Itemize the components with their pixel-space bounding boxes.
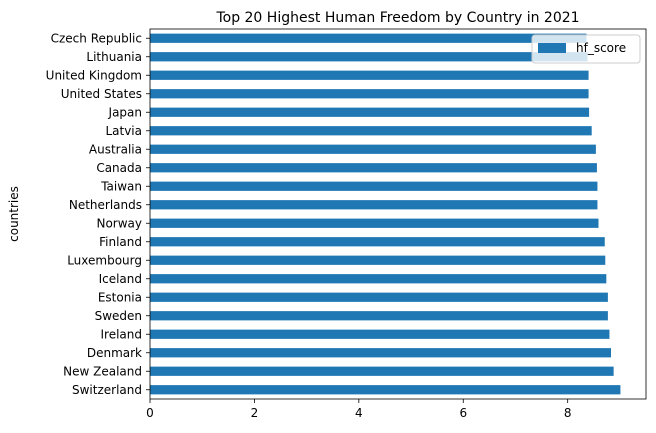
chart-title: Top 20 Highest Human Freedom by Country … (215, 10, 579, 26)
bar (150, 329, 610, 339)
y-tick-label: Denmark (87, 346, 142, 360)
bar (150, 163, 597, 173)
y-tick-label: Japan (108, 105, 142, 119)
y-tick-label: Lithuania (86, 50, 142, 64)
y-tick-label: Finland (99, 235, 142, 249)
y-tick-label: Taiwan (100, 179, 142, 193)
bar (150, 385, 621, 395)
y-tick-label: Ireland (100, 327, 142, 341)
y-tick-label: Australia (89, 142, 142, 156)
bar (150, 200, 598, 210)
y-tick-label: New Zealand (63, 364, 142, 378)
y-tick-label: Sweden (95, 309, 142, 323)
y-tick-label: Canada (96, 161, 142, 175)
y-tick-label: Latvia (105, 124, 142, 138)
bar (150, 274, 607, 284)
y-tick-label: Iceland (99, 272, 142, 286)
bar (150, 348, 612, 358)
y-tick-label: United Kingdom (46, 68, 142, 82)
bar (150, 366, 614, 376)
y-tick-label: Switzerland (72, 383, 142, 397)
bar (150, 181, 598, 191)
x-tick-label: 0 (146, 406, 154, 420)
x-tick-label: 4 (355, 406, 363, 420)
legend-box (531, 34, 641, 64)
bar (150, 144, 596, 154)
bar (150, 311, 608, 321)
bar (150, 255, 606, 265)
bar (150, 107, 590, 117)
x-tick-label: 6 (459, 406, 467, 420)
bar (150, 237, 605, 247)
y-axis-label: countries (7, 186, 21, 242)
x-ticks-group: 0 2 4 6 8 (146, 399, 572, 420)
plot-frame (149, 28, 647, 400)
bar (150, 52, 588, 62)
y-tick-label: Netherlands (69, 198, 142, 212)
bar (150, 292, 608, 302)
x-tick-label: 8 (564, 406, 572, 420)
x-tick-label: 2 (251, 406, 259, 420)
y-tick-label: Estonia (98, 290, 142, 304)
y-tick-label: Norway (96, 216, 142, 230)
y-tick-label: United States (61, 87, 142, 101)
y-tick-label: Luxembourg (67, 253, 142, 267)
y-ticks-group: Switzerland New Zealand Denmark Ireland Swed… (46, 31, 150, 397)
legend-label: hf_score (576, 41, 626, 55)
bar (150, 218, 599, 228)
y-tick-label: Czech Republic (51, 31, 142, 45)
bar (150, 89, 589, 99)
legend: hf_score (531, 34, 641, 64)
bar (150, 70, 589, 80)
bar (150, 126, 592, 136)
bar (150, 33, 587, 43)
legend-swatch (538, 43, 566, 53)
bars-group (150, 33, 621, 395)
